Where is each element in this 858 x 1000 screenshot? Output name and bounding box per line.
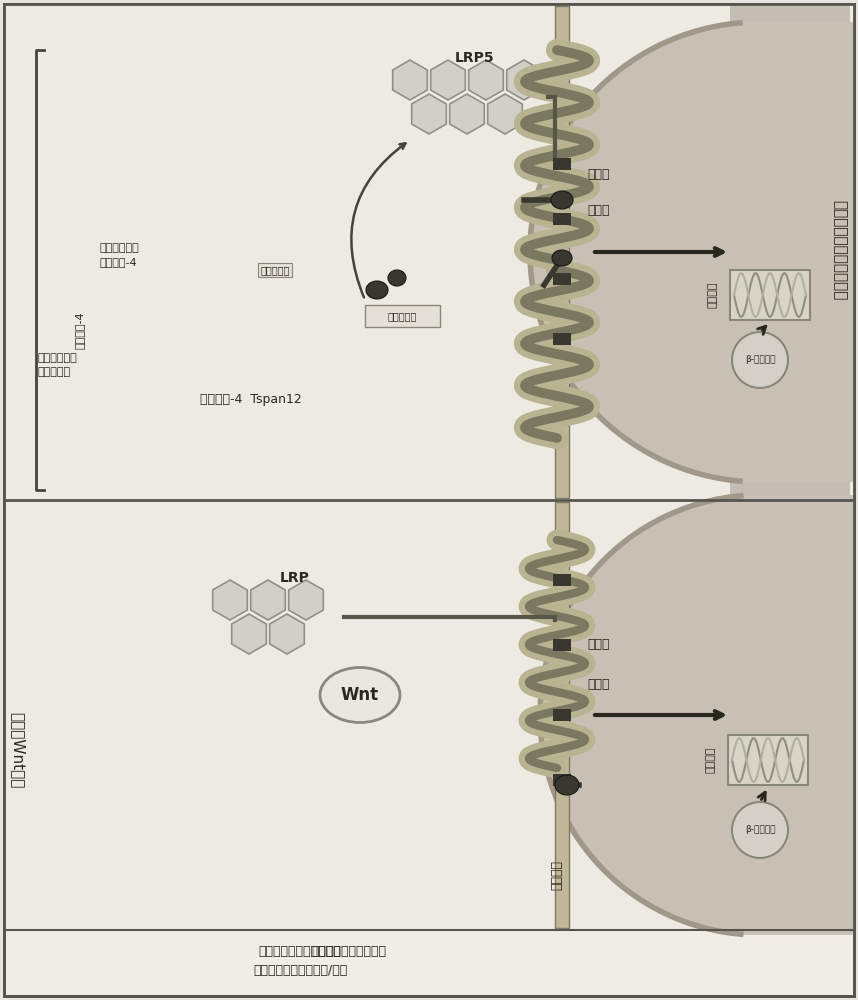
- Polygon shape: [431, 60, 465, 100]
- Ellipse shape: [320, 668, 400, 722]
- Bar: [553, 709, 571, 721]
- Ellipse shape: [551, 191, 573, 209]
- Text: β-连环蛋白: β-连环蛋白: [745, 826, 776, 834]
- Text: 细胞核: 细胞核: [587, 204, 609, 217]
- Polygon shape: [412, 94, 446, 134]
- Bar: [553, 333, 571, 345]
- Text: 基因表达: 基因表达: [706, 747, 716, 773]
- Text: 在发育中的细胞命运决定
成人组织中的自我更新/修复: 在发育中的细胞命运决定 成人组织中的自我更新/修复: [253, 945, 347, 977]
- Bar: [730, 6, 850, 498]
- Bar: [553, 774, 571, 786]
- Bar: [730, 270, 810, 320]
- Text: 卷曲蛋白: 卷曲蛋白: [551, 860, 564, 890]
- Polygon shape: [530, 23, 854, 481]
- Bar: [553, 574, 571, 586]
- Polygon shape: [507, 60, 541, 100]
- Bar: [553, 639, 571, 651]
- Polygon shape: [269, 614, 305, 654]
- Circle shape: [732, 332, 788, 388]
- Bar: [728, 735, 808, 785]
- Text: 细胞质: 细胞质: [587, 168, 609, 182]
- Polygon shape: [468, 60, 504, 100]
- Polygon shape: [213, 580, 247, 620]
- Circle shape: [732, 802, 788, 858]
- Text: 卷曲蛋白-4  Tspan12: 卷曲蛋白-4 Tspan12: [200, 393, 302, 406]
- Text: LRP5: LRP5: [456, 51, 495, 65]
- Bar: [553, 158, 571, 170]
- Polygon shape: [393, 60, 427, 100]
- Bar: [555, 6, 569, 498]
- Text: 诺里病蛋白: 诺里病蛋白: [387, 311, 417, 321]
- Text: 卷曲蛋白-4: 卷曲蛋白-4: [75, 311, 85, 349]
- Polygon shape: [540, 496, 854, 934]
- Bar: [553, 213, 571, 225]
- Ellipse shape: [388, 270, 406, 286]
- Ellipse shape: [552, 250, 572, 266]
- Polygon shape: [232, 614, 266, 654]
- Text: 基因表达: 基因表达: [708, 282, 718, 308]
- Text: 神经胶质产生
诺里病蛋白: 神经胶质产生 诺里病蛋白: [38, 353, 78, 377]
- Text: Wnt: Wnt: [341, 686, 379, 704]
- Bar: [4, 4, 854, 500]
- Ellipse shape: [366, 281, 388, 299]
- Text: 在视网膜中的血管发育: 在视网膜中的血管发育: [311, 945, 386, 958]
- Polygon shape: [450, 94, 484, 134]
- Bar: [555, 502, 569, 928]
- Text: LRP: LRP: [280, 571, 310, 585]
- Bar: [365, 305, 440, 327]
- Polygon shape: [251, 580, 286, 620]
- Polygon shape: [487, 94, 523, 134]
- Bar: [553, 273, 571, 285]
- Text: 典型的Wnt通路: 典型的Wnt通路: [10, 712, 26, 788]
- Text: 诺里病蛋白信号传导通路: 诺里病蛋白信号传导通路: [832, 200, 848, 300]
- Text: 由内皮表达的
卷曲蛋白-4: 由内皮表达的 卷曲蛋白-4: [100, 243, 140, 267]
- Text: β-连环蛋白: β-连环蛋白: [745, 356, 776, 364]
- Bar: [4, 500, 854, 930]
- Text: 细胞核: 细胞核: [587, 678, 609, 692]
- Text: 诺里病蛋白: 诺里病蛋白: [260, 265, 290, 275]
- Bar: [730, 502, 850, 928]
- Ellipse shape: [555, 775, 579, 795]
- Polygon shape: [288, 580, 323, 620]
- Text: 细胞质: 细胞质: [587, 639, 609, 652]
